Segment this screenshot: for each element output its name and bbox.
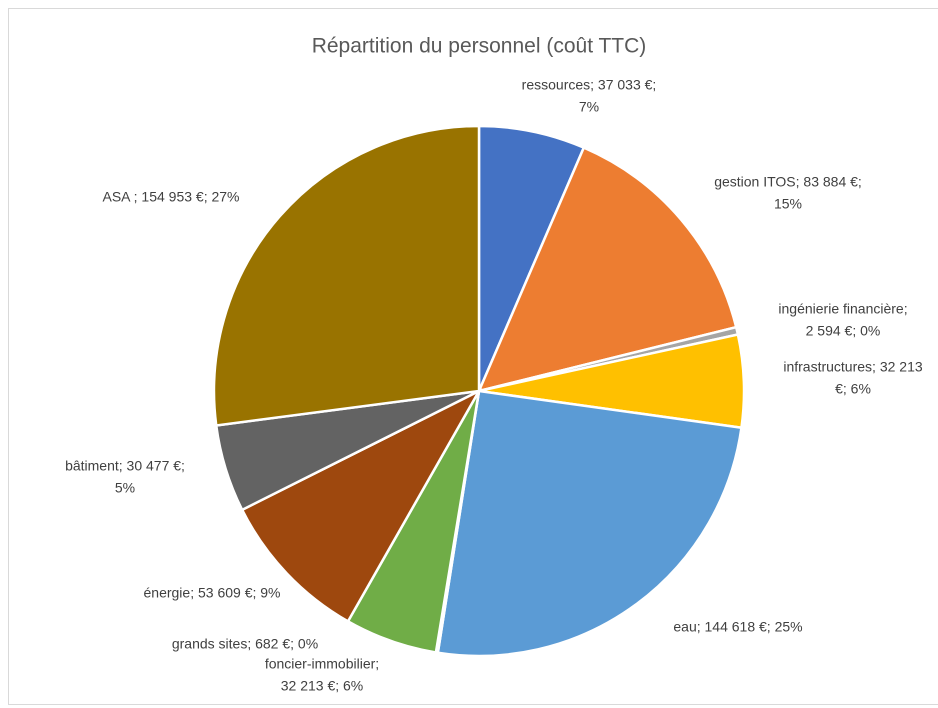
data-label: 5% [115,480,135,496]
data-label: 32 213 €; 6% [281,678,364,694]
data-label: foncier-immobilier; [265,656,379,672]
pie-slice [436,389,743,658]
data-label: énergie; 53 609 €; 9% [144,585,281,601]
data-label: gestion ITOS; 83 884 €; [714,174,862,190]
pie-slice [240,388,483,624]
data-label: 2 594 €; 0% [806,323,881,339]
data-label: infrastructures; 32 213 [783,359,923,375]
data-label: ingénierie financière; [778,301,907,317]
data-label: 15% [774,196,802,212]
data-label: grands sites; 682 €; 0% [172,636,318,652]
data-label: €; 6% [835,381,871,397]
data-label: ressources; 37 033 €; [522,77,657,93]
pie-slice [476,145,738,393]
chart-title: Répartition du personnel (coût TTC) [312,35,647,58]
data-label: eau; 144 618 €; 25% [673,619,802,635]
pie-slice [212,124,481,427]
data-label: bâtiment; 30 477 €; [65,458,185,474]
data-label: 7% [579,99,599,115]
data-label: ASA ; 154 953 €; 27% [103,189,240,205]
